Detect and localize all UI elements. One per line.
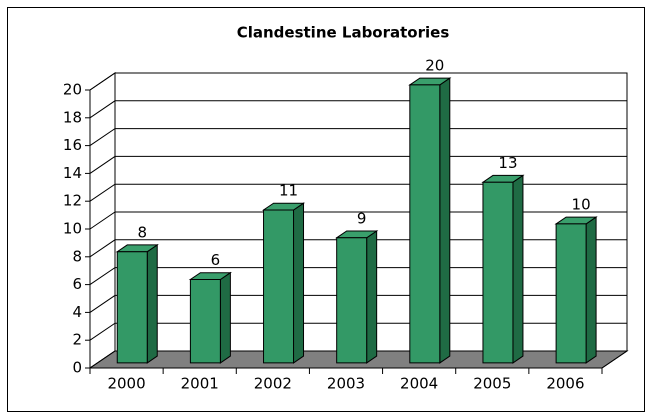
data-label: 6 — [211, 251, 221, 269]
y-tick-label: 14 — [63, 164, 82, 182]
x-tick-label: 2004 — [400, 375, 438, 393]
x-tick-label: 2005 — [473, 375, 511, 393]
data-label: 13 — [498, 154, 517, 172]
bar-front — [336, 237, 368, 364]
grid-line — [89, 155, 627, 174]
x-tick-label: 2000 — [107, 375, 145, 393]
x-tick-label: 2003 — [327, 375, 365, 393]
grid-line — [89, 128, 627, 147]
grid-line — [89, 100, 627, 119]
bar-front — [409, 84, 441, 364]
y-tick-label: 2 — [72, 331, 82, 349]
data-label: 11 — [279, 182, 298, 200]
y-tick-label: 0 — [72, 359, 82, 377]
bar — [115, 243, 159, 364]
bar-side — [512, 174, 524, 364]
grid-line — [89, 294, 627, 313]
bar — [554, 216, 598, 364]
floor-edge — [601, 350, 628, 369]
bar-side — [439, 77, 451, 364]
grid-line — [89, 239, 627, 258]
bar-side — [293, 202, 305, 364]
data-label: 20 — [425, 57, 444, 75]
grid-line — [89, 211, 627, 230]
y-tick-label: 16 — [63, 136, 82, 154]
y-tick-label: 20 — [63, 81, 82, 99]
y-tick-label: 12 — [63, 192, 82, 210]
grid-line — [89, 350, 627, 369]
y-tick-label: 10 — [63, 220, 82, 238]
bar-front — [263, 209, 295, 364]
bar-front — [482, 181, 514, 364]
x-tick-label: 2006 — [546, 375, 584, 393]
chart-title: Clandestine Laboratories — [237, 24, 450, 42]
grid-line — [89, 267, 627, 286]
grid-line — [89, 322, 627, 341]
bar-front — [555, 223, 587, 364]
x-tick-label: 2002 — [254, 375, 292, 393]
x-tick-label: 2001 — [181, 375, 219, 393]
bar — [408, 77, 452, 364]
bar-front — [116, 251, 148, 364]
grid-line — [89, 72, 627, 91]
bar-side — [366, 230, 378, 364]
bar-side — [219, 271, 231, 364]
data-label: 8 — [137, 223, 147, 241]
data-label: 10 — [572, 196, 591, 214]
bar-side — [585, 216, 597, 364]
bar — [188, 271, 233, 364]
y-tick-label: 8 — [72, 247, 82, 265]
bar — [481, 174, 525, 364]
bar-front — [189, 279, 221, 364]
y-tick-label: 4 — [72, 303, 82, 321]
bar — [261, 202, 306, 364]
bar — [335, 230, 379, 364]
bar-side — [146, 243, 158, 364]
y-tick-label: 6 — [72, 275, 82, 293]
data-label: 9 — [357, 210, 367, 228]
y-tick-label: 18 — [63, 108, 82, 126]
grid-line — [89, 183, 627, 202]
